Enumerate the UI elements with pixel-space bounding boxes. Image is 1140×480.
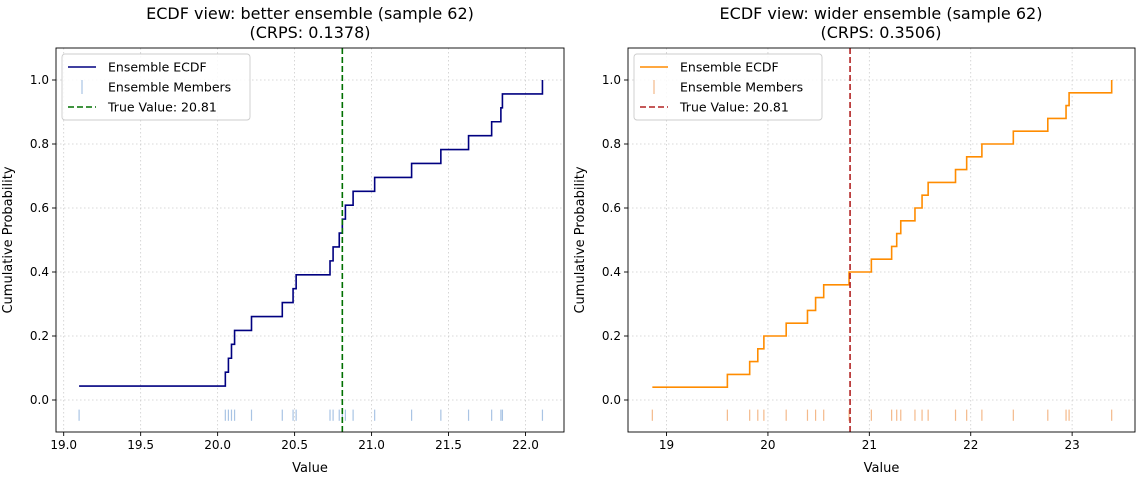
chart-panel-2: ECDF view: wider ensemble (sample 62)(CR… (573, 4, 1136, 476)
x-tick-label: 21 (862, 438, 877, 452)
chart-subtitle: (CRPS: 0.3506) (820, 23, 941, 42)
y-tick-label: 0.8 (602, 137, 621, 151)
x-tick-label: 22.0 (512, 438, 539, 452)
x-tick-label: 21.0 (358, 438, 385, 452)
y-tick-label: 0.6 (602, 201, 621, 215)
y-tick-label: 0.8 (30, 137, 49, 151)
plot-area (651, 48, 1113, 432)
legend-box (633, 53, 823, 121)
ensemble-members (651, 409, 1113, 421)
ensemble-members (78, 409, 544, 421)
y-tick-label: 0.4 (30, 265, 49, 279)
legend-box (61, 53, 251, 121)
x-tick-label: 19 (659, 438, 674, 452)
x-tick-label: 20 (760, 438, 775, 452)
legend-label: True Value: 20.81 (107, 100, 217, 115)
chart-subtitle: (CRPS: 0.1378) (249, 23, 370, 42)
legend-label: Ensemble ECDF (680, 60, 779, 75)
x-tick-label: 22 (963, 438, 978, 452)
plot-area (78, 48, 544, 432)
legend: Ensemble ECDF Ensemble Members True Value:… (633, 53, 823, 121)
y-axis-label: Cumulative Probability (1, 166, 16, 313)
y-tick-label: 0.0 (602, 393, 621, 407)
y-tick-label: 0.2 (602, 329, 621, 343)
x-axis-label: Value (292, 461, 328, 476)
y-tick-label: 0.0 (30, 393, 49, 407)
legend-label: Ensemble Members (680, 80, 803, 95)
x-axis-label: Value (864, 461, 900, 476)
legend-label: True Value: 20.81 (679, 100, 789, 115)
axes-frame (627, 47, 1136, 433)
grid (628, 48, 1135, 432)
chart-panel-1: ECDF view: better ensemble (sample 62)(C… (1, 4, 565, 476)
legend-label: Ensemble Members (108, 80, 231, 95)
chart-title: ECDF view: wider ensemble (sample 62) (720, 4, 1043, 23)
legend: Ensemble ECDF Ensemble Members True Value:… (61, 53, 251, 121)
y-tick-label: 0.4 (602, 265, 621, 279)
ecdf-line (79, 80, 544, 387)
chart-title: ECDF view: better ensemble (sample 62) (146, 4, 474, 23)
y-tick-label: 0.2 (30, 329, 49, 343)
x-tick-label: 19.5 (127, 438, 154, 452)
x-tick-label: 20.5 (281, 438, 308, 452)
x-tick-label: 19.0 (50, 438, 77, 452)
x-tick-label: 23 (1064, 438, 1079, 452)
y-tick-label: 1.0 (602, 73, 621, 87)
y-axis-label: Cumulative Probability (573, 166, 588, 313)
y-tick-label: 0.6 (30, 201, 49, 215)
legend-label: Ensemble ECDF (108, 60, 207, 75)
ecdf-line (652, 80, 1113, 388)
y-tick-label: 1.0 (30, 73, 49, 87)
x-tick-label: 21.5 (435, 438, 462, 452)
x-tick-label: 20.0 (204, 438, 231, 452)
axes-frame (55, 47, 565, 433)
